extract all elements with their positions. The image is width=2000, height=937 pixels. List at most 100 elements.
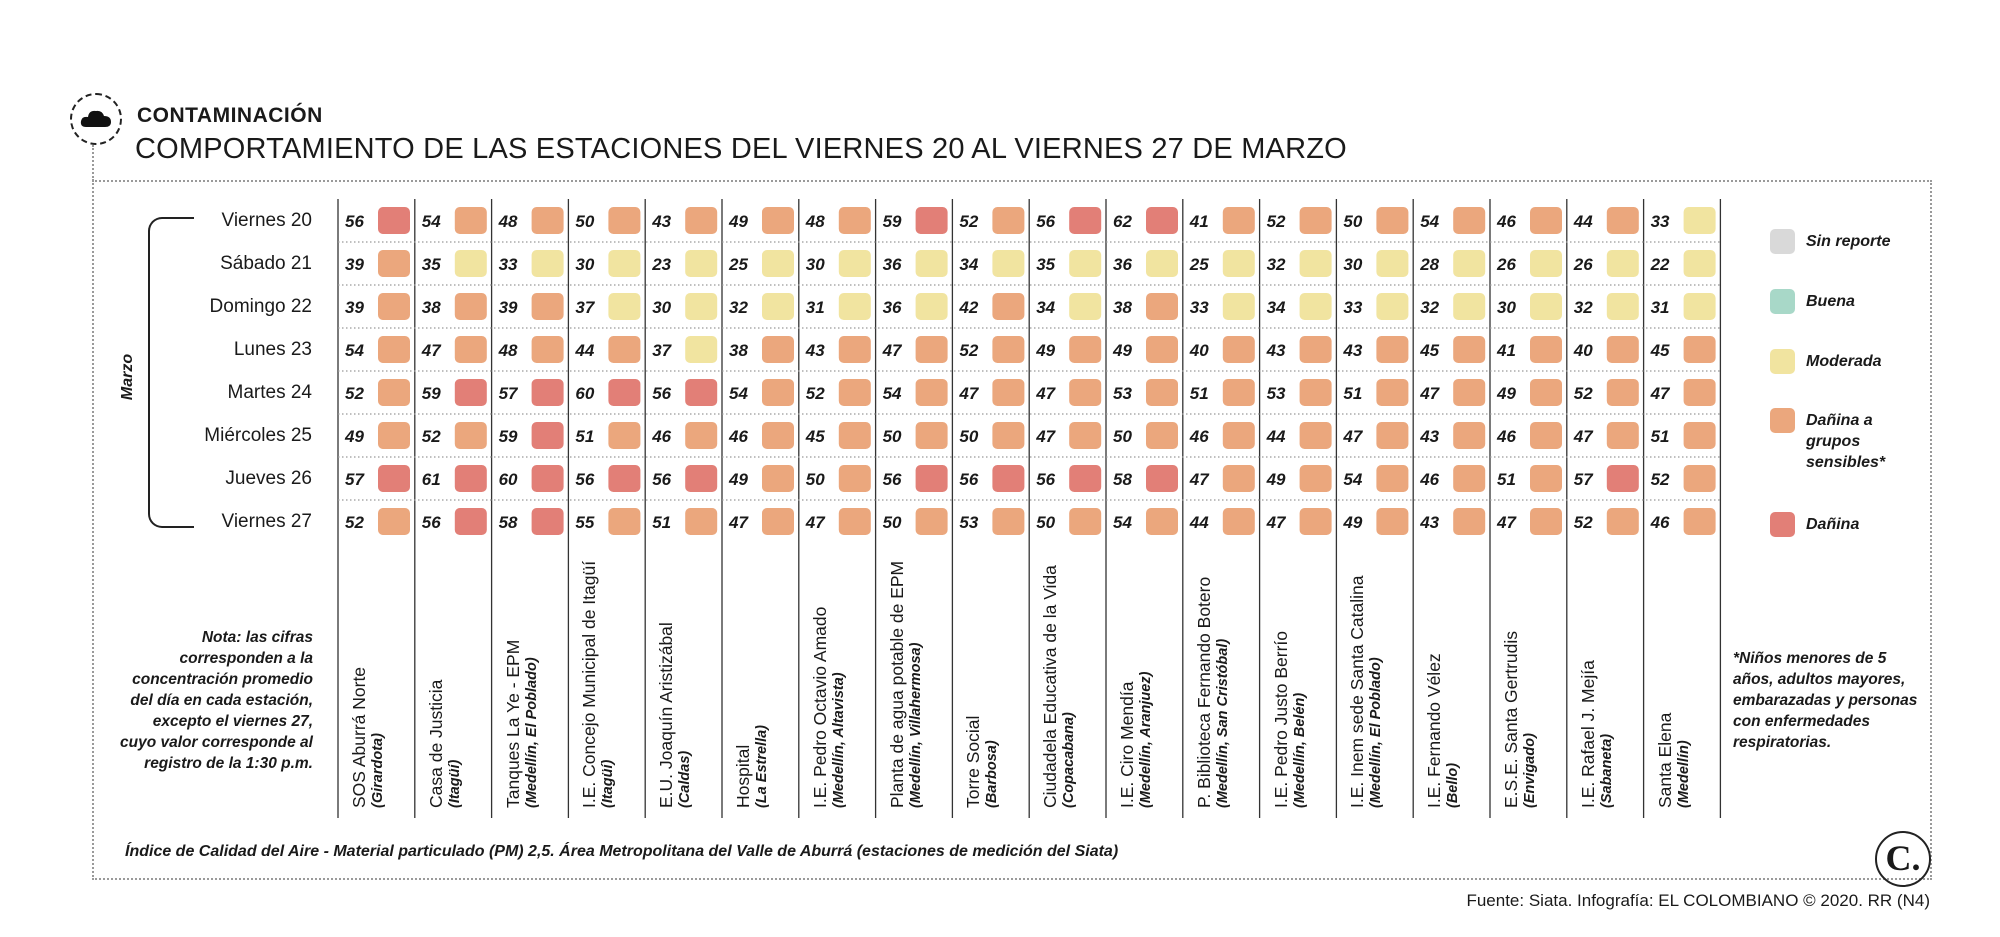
cell-swatch [1146, 250, 1178, 277]
cell-value: 52 [1267, 212, 1286, 231]
cell-value: 45 [1650, 341, 1670, 360]
cell-swatch [1146, 207, 1178, 234]
cell-swatch [1453, 465, 1486, 492]
cell-swatch [992, 207, 1025, 234]
cell-swatch [838, 508, 871, 535]
station-location: (Medellín, Altavista) [830, 672, 847, 808]
cell-swatch [1069, 465, 1102, 492]
cell-value: 46 [1496, 212, 1516, 231]
index-description: Índice de Calidad del Aire - Material pa… [125, 843, 1119, 860]
station-location: (Barbosa) [984, 740, 1001, 808]
cell-value: 44 [1573, 212, 1593, 231]
station-label: I.E. Inem sede Santa Catalina (Medellín, … [1347, 576, 1384, 809]
cell-swatch [992, 250, 1025, 277]
cell-value: 34 [959, 255, 978, 274]
cell-swatch [1222, 336, 1255, 363]
legend-label: Dañina a grupos sensibles* [1806, 412, 1886, 471]
cell-swatch [685, 465, 718, 492]
cell-swatch [838, 336, 871, 363]
cell-value: 39 [345, 298, 364, 317]
station-location: (Medellín) [1675, 740, 1692, 808]
cell-swatch [1376, 250, 1409, 277]
cell-value: 47 [958, 384, 979, 403]
row-label: Martes 24 [227, 382, 312, 403]
cell-swatch [378, 207, 410, 234]
cell-value: 56 [883, 470, 902, 489]
cell-swatch [378, 422, 410, 449]
cell-value: 49 [1496, 384, 1516, 403]
station-name: E.U. Joaquín Aristizábal [656, 622, 677, 808]
station-name: E.S.E. Santa Gertrudis [1501, 630, 1521, 808]
row-label: Viernes 20 [221, 210, 313, 231]
cell-value: 52 [345, 384, 364, 403]
cell-swatch [1683, 207, 1716, 234]
cell-swatch [1069, 293, 1102, 320]
station-location: (Girardota) [370, 733, 386, 808]
station-location: (Itagüí) [600, 759, 617, 808]
cell-swatch [608, 422, 641, 449]
cell-value: 55 [575, 513, 594, 532]
cell-swatch [915, 336, 948, 363]
cell-swatch [608, 379, 641, 406]
cell-value: 47 [421, 341, 442, 360]
row-label: Jueves 26 [225, 468, 312, 489]
cell-value: 53 [1113, 384, 1132, 403]
station-name: Ciudadela Educativa de la Vida [1040, 565, 1061, 808]
cell-value: 44 [1266, 427, 1286, 446]
cell-swatch [1376, 379, 1409, 406]
cell-swatch [608, 465, 641, 492]
cell-swatch [1453, 250, 1486, 277]
station-name: Hospital [733, 744, 753, 808]
cell-value: 47 [1035, 427, 1056, 446]
legend-label: Dañina [1806, 516, 1860, 533]
cell-value: 22 [1650, 255, 1670, 274]
cell-value: 56 [422, 513, 441, 532]
cell-value: 56 [345, 212, 364, 231]
cell-value: 46 [651, 427, 671, 446]
cell-swatch [915, 422, 948, 449]
cell-value: 35 [1036, 255, 1055, 274]
cell-value: 56 [1036, 470, 1055, 489]
cell-swatch [1222, 508, 1255, 535]
cell-swatch [1683, 293, 1716, 320]
cell-value: 56 [652, 384, 671, 403]
cell-value: 51 [1497, 470, 1516, 489]
cell-swatch [1376, 336, 1409, 363]
cell-value: 38 [729, 341, 748, 360]
station-label: E.S.E. Santa Gertrudis (Envigado) [1501, 631, 1538, 808]
cell-value: 58 [499, 513, 518, 532]
cell-value: 47 [728, 513, 749, 532]
cell-value: 53 [959, 513, 978, 532]
cell-swatch [1299, 250, 1332, 277]
cell-swatch [685, 379, 718, 406]
cell-swatch [378, 336, 410, 363]
cell-value: 43 [1419, 513, 1439, 532]
cell-swatch [1299, 293, 1332, 320]
cell-swatch [1299, 422, 1332, 449]
cell-value: 49 [1035, 341, 1055, 360]
cell-swatch [1222, 465, 1255, 492]
cell-swatch [1530, 508, 1562, 535]
cell-value: 52 [806, 384, 825, 403]
cell-swatch [992, 422, 1025, 449]
cell-value: 57 [1574, 470, 1594, 489]
cell-value: 49 [1112, 341, 1132, 360]
page-title: COMPORTAMIENTO DE LAS ESTACIONES DEL VIE… [135, 133, 1347, 165]
cell-swatch [1376, 465, 1409, 492]
station-label: Santa Elena (Medellín) [1655, 713, 1692, 808]
cell-value: 47 [1342, 427, 1363, 446]
cell-value: 56 [575, 470, 594, 489]
station-name: P. Biblioteca Fernando Botero [1193, 576, 1214, 808]
cell-swatch [1146, 508, 1178, 535]
cell-swatch [1530, 336, 1562, 363]
cell-value: 44 [1189, 513, 1209, 532]
legend-label: Buena [1806, 293, 1855, 310]
cell-value: 53 [1267, 384, 1286, 403]
cell-swatch [1222, 422, 1255, 449]
cell-swatch [915, 207, 948, 234]
cell-swatch [838, 207, 871, 234]
station-name: Planta de agua potable de EPM [886, 560, 907, 808]
station-name: Santa Elena [1654, 712, 1675, 808]
cell-swatch [1222, 293, 1255, 320]
cell-value: 48 [498, 341, 518, 360]
